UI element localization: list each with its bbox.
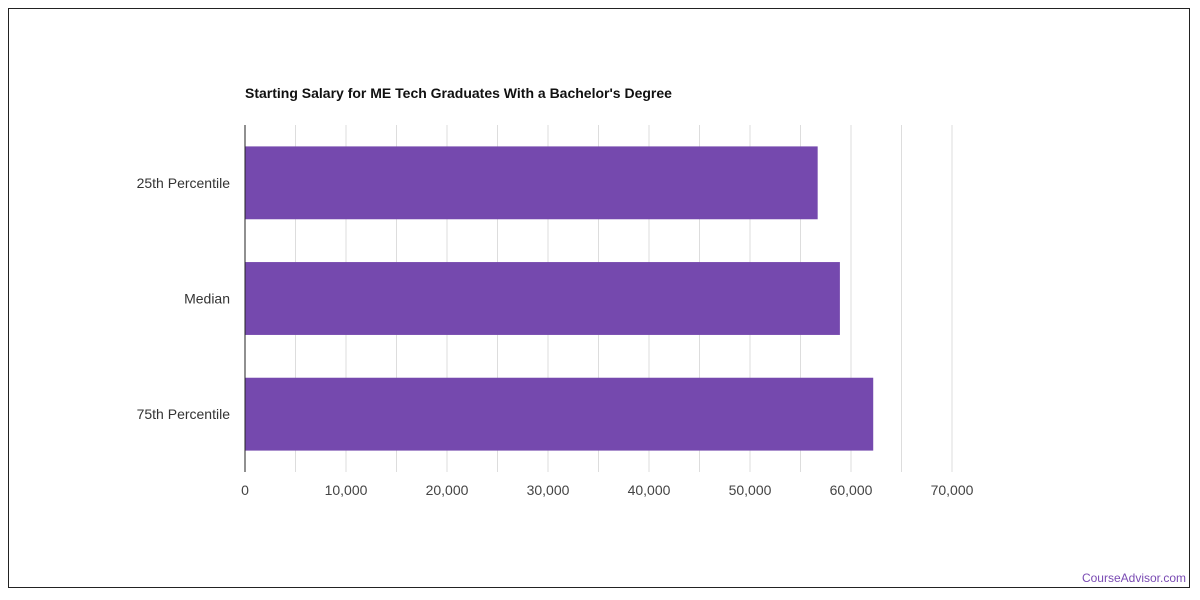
x-tick-label: 0: [241, 482, 249, 498]
watermark: CourseAdvisor.com: [1081, 571, 1186, 585]
bar-75th-percentile: [245, 377, 874, 451]
bar-25th-percentile: [245, 146, 818, 220]
bar-median: [245, 262, 840, 335]
x-tick-label: 20,000: [426, 482, 469, 498]
category-label: Median: [184, 291, 230, 307]
tick-labels: 0 10,000 20,000 30,000 40,000 50,000 60,000 70,…: [241, 482, 974, 498]
x-tick-label: 50,000: [729, 482, 772, 498]
x-tick-label: 30,000: [527, 482, 570, 498]
category-labels: 25th Percentile Median 75th Percentile: [137, 175, 231, 422]
chart-title: Starting Salary for ME Tech Graduates Wi…: [245, 85, 672, 101]
x-tick-label: 10,000: [325, 482, 368, 498]
bars: [245, 146, 874, 451]
x-tick-label: 40,000: [628, 482, 671, 498]
x-tick-label: 60,000: [830, 482, 873, 498]
x-tick-label: 70,000: [931, 482, 974, 498]
category-label: 25th Percentile: [137, 175, 231, 191]
category-label: 75th Percentile: [137, 406, 231, 422]
